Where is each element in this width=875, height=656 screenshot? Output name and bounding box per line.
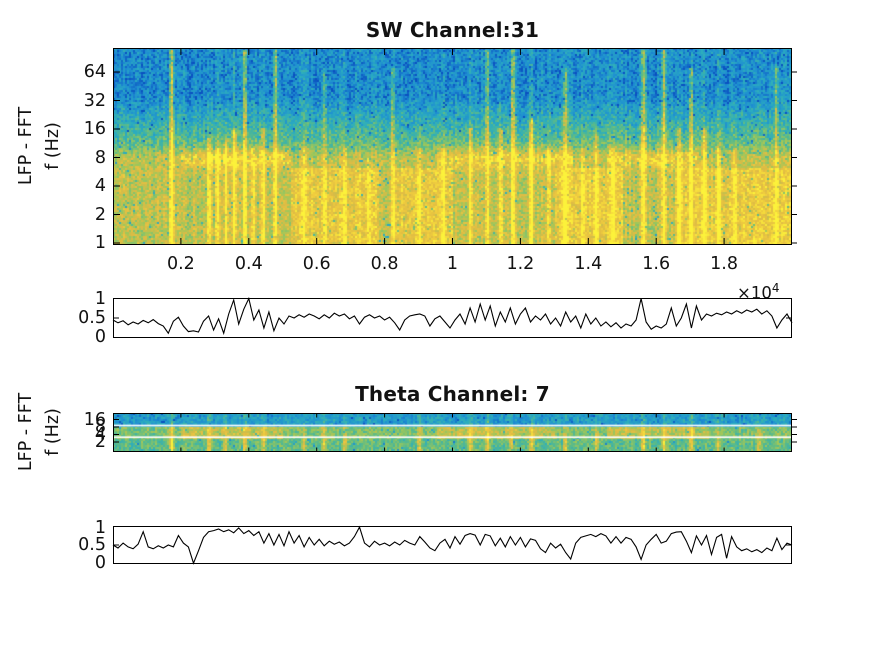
sw-x-tick-label: 0.2 — [166, 254, 195, 274]
sw-x-tick-label: 0.6 — [302, 254, 331, 274]
sw-x-tick-label: 0.4 — [234, 254, 263, 274]
x-axis-exponent-base: ×10 — [737, 283, 772, 303]
sw-x-tick-label: 1.4 — [574, 254, 603, 274]
sw-x-tick-label: 1.6 — [642, 254, 671, 274]
theta-trace-y-tick-label: 0.5 — [78, 535, 106, 555]
sw-y-tick-label: 4 — [94, 176, 106, 196]
theta-trace-y-tick-label: 1 — [94, 517, 106, 538]
theta-trace-y-tick-label: 0 — [94, 552, 106, 573]
sw-ratio-trace — [112, 296, 793, 336]
sw-y-axis-label-line1: LFP - FFT — [16, 106, 36, 186]
axes-frame — [113, 526, 792, 564]
sw-spectrogram-title: SW Channel:31 — [365, 18, 540, 42]
theta-y-tick-label: 2 — [94, 432, 106, 452]
sw-x-tick-label: 1.2 — [506, 254, 535, 274]
sw-trace-y-tick-label: 1 — [94, 289, 106, 309]
theta-y-axis-label-line1: LFP - FFT — [16, 392, 36, 472]
sw-y-tick-label: 16 — [83, 119, 106, 139]
axes-frame — [113, 298, 792, 338]
theta-spectrogram-plot — [113, 413, 792, 452]
theta-y-axis-label: LFP - FFT f (Hz) — [13, 286, 67, 578]
theta-y-tick-label: 8 — [94, 417, 106, 437]
sw-x-tick-label: 1.8 — [710, 254, 739, 274]
sw-x-tick-label: 0.8 — [370, 254, 399, 274]
sw-y-tick-label: 32 — [83, 90, 106, 111]
sw-y-tick-label: 2 — [94, 204, 106, 225]
sw-y-axis-label: LFP - FFT f (Hz) — [13, 0, 67, 292]
theta-y-tick-label: 16 — [83, 409, 106, 430]
sw-y-tick-label: 8 — [94, 147, 106, 168]
theta-spectrogram-title: Theta Channel: 7 — [355, 382, 550, 406]
sw-x-tick-label: 1 — [446, 254, 459, 274]
x-axis-exponent-power: 4 — [771, 281, 780, 295]
sw-y-tick-label: 1 — [94, 233, 106, 253]
sw-trace-y-tick-label: 0.5 — [78, 308, 106, 328]
theta-y-tick-label: 4 — [94, 424, 106, 445]
sw-trace-y-tick-label: 0 — [94, 327, 106, 347]
sw-y-tick-label: 64 — [83, 62, 106, 82]
sw-spectrogram-plot — [113, 48, 792, 245]
theta-ratio-trace — [112, 525, 793, 565]
x-axis-exponent-label: ×104 — [737, 281, 779, 303]
